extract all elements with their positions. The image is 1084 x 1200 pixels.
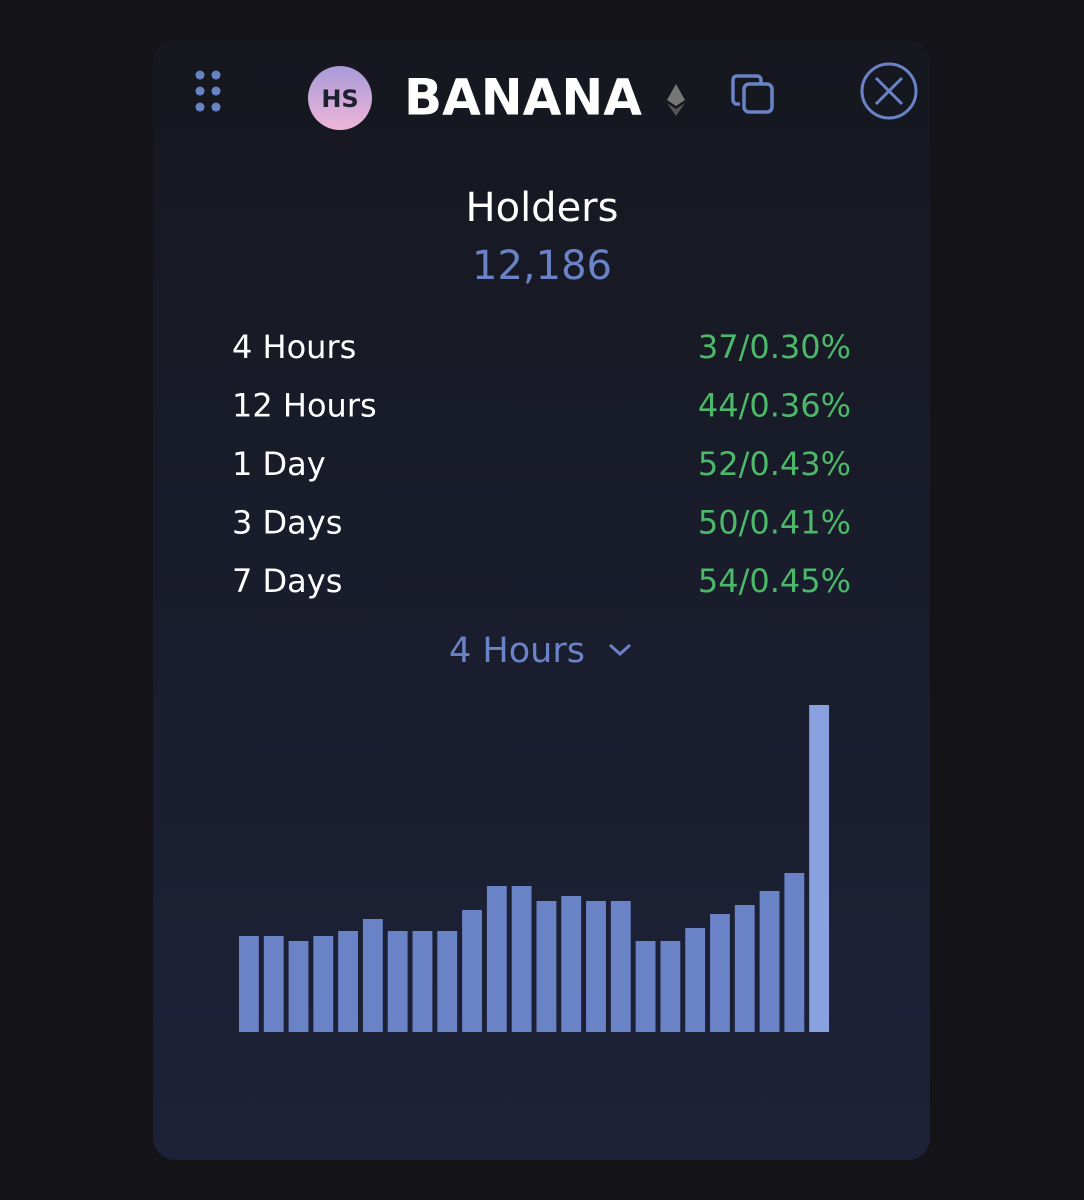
bar [784, 873, 805, 1032]
row-label: 7 Days [232, 562, 342, 600]
bar [536, 901, 557, 1032]
row-value: 52/0.43% [698, 445, 851, 483]
chevron[interactable] [608, 643, 632, 657]
bar [710, 914, 730, 1032]
bar [313, 936, 334, 1032]
card [153, 40, 930, 1160]
bar [561, 896, 582, 1032]
bar [635, 941, 656, 1032]
bar [462, 910, 482, 1032]
bar [387, 931, 408, 1032]
row-label: 4 Hours [232, 328, 356, 366]
token-name: BANANA [404, 69, 642, 127]
bar [586, 901, 606, 1032]
row-value: 44/0.36% [698, 387, 851, 425]
holders-count: 12,186 [472, 243, 612, 289]
logo-text: HS [321, 85, 358, 113]
bar [263, 936, 284, 1032]
bar [685, 928, 706, 1032]
row-label: 3 Days [232, 504, 342, 542]
drag-handle[interactable] [195, 70, 221, 112]
bar [486, 886, 507, 1032]
period-selector[interactable]: 4 Hours [449, 631, 632, 671]
copy-button[interactable] [731, 74, 774, 114]
bar [660, 941, 681, 1032]
bar [288, 941, 309, 1032]
row-value: 54/0.45% [698, 562, 851, 600]
row-value: 37/0.30% [698, 328, 851, 366]
bar [412, 931, 433, 1032]
bar [511, 886, 532, 1032]
bar [759, 891, 780, 1032]
close-button[interactable] [860, 62, 918, 120]
chain-icon [667, 84, 685, 116]
row-label: 12 Hours [232, 387, 377, 425]
row-label: 1 Day [232, 445, 326, 483]
stats-title: Holders [466, 185, 619, 231]
bar [437, 931, 458, 1032]
row-value: 50/0.41% [698, 504, 851, 542]
bar [734, 905, 755, 1032]
bar [239, 936, 259, 1032]
selector-label[interactable]: 4 Hours [449, 631, 585, 671]
bar [809, 705, 830, 1032]
bar [610, 901, 631, 1032]
token-logo [308, 66, 372, 130]
bar [338, 931, 358, 1032]
bar [362, 919, 383, 1032]
